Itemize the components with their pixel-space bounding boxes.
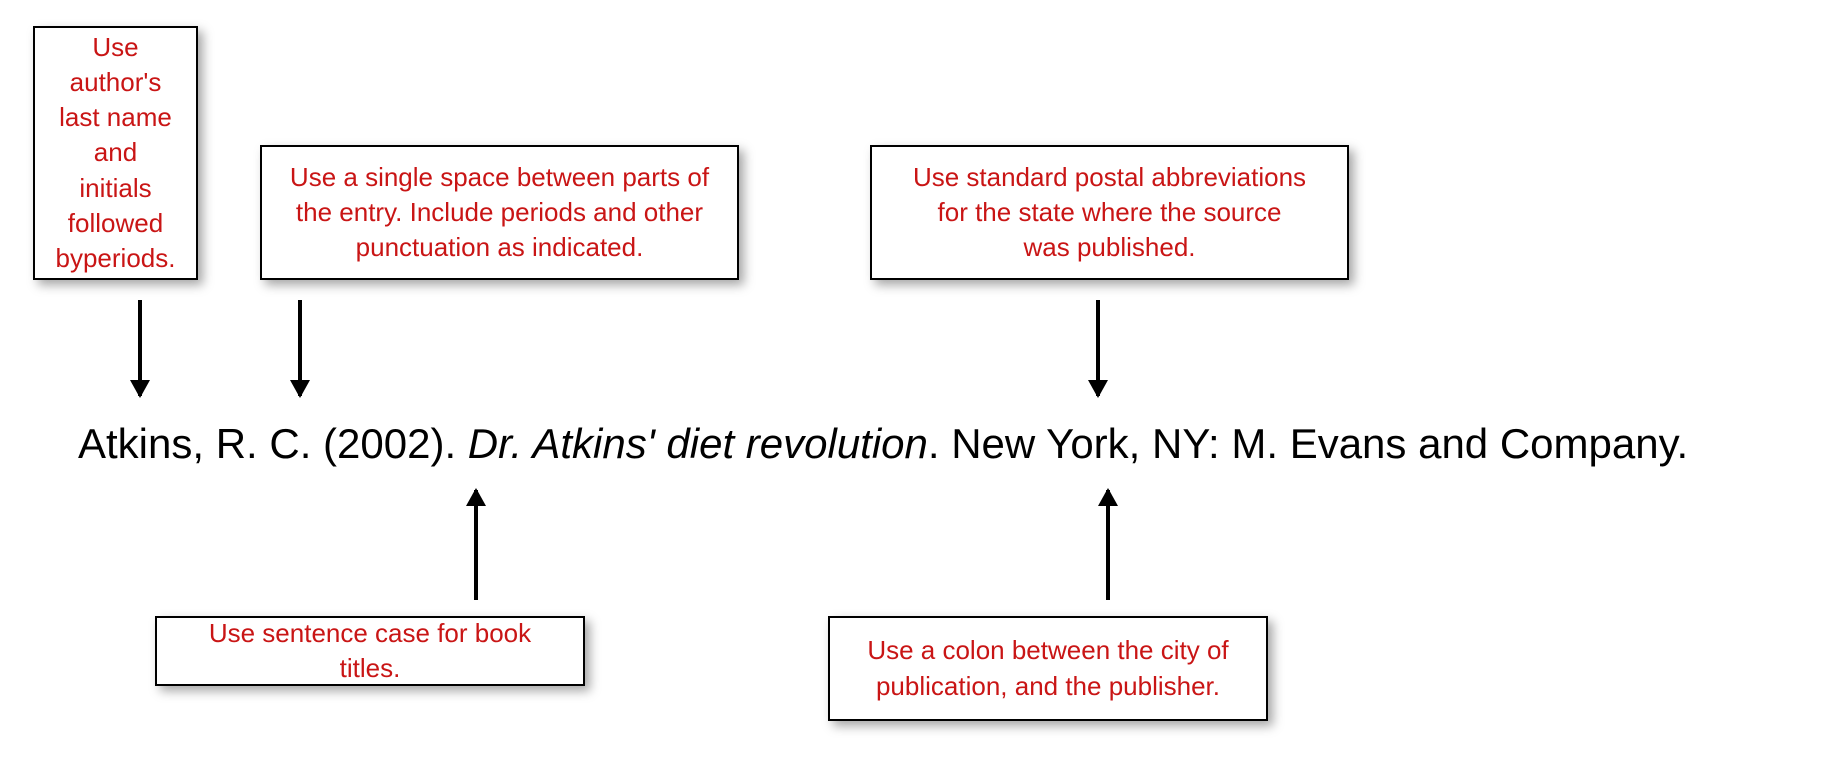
annotation-spacing: Use a single space between parts ofthe e…	[260, 145, 739, 280]
arrow-postal	[1083, 300, 1113, 398]
annotation-text: Use standard postal abbreviationsfor the…	[913, 160, 1306, 265]
citation-title: Dr. Atkins' diet revolution	[468, 420, 928, 467]
annotation-text: Use sentence case for book titles.	[177, 616, 563, 686]
annotation-text: Useauthor'slast nameand initialsfollowed…	[55, 30, 176, 276]
annotation-postal: Use standard postal abbreviationsfor the…	[870, 145, 1349, 280]
citation-rest: . New York, NY: M. Evans and Company.	[928, 420, 1688, 467]
citation-line: Atkins, R. C. (2002). Dr. Atkins' diet r…	[78, 420, 1688, 468]
annotation-text: Use a colon between the city ofpublicati…	[867, 633, 1228, 703]
annotation-sentence-case: Use sentence case for book titles.	[155, 616, 585, 686]
arrow-author	[125, 300, 155, 398]
annotation-colon: Use a colon between the city ofpublicati…	[828, 616, 1268, 721]
citation-author: Atkins, R. C. (2002).	[78, 420, 468, 467]
arrow-sentence-case	[461, 488, 491, 600]
arrow-colon	[1093, 488, 1123, 600]
annotation-text: Use a single space between parts ofthe e…	[290, 160, 709, 265]
arrow-spacing	[285, 300, 315, 398]
annotation-author-name: Useauthor'slast nameand initialsfollowed…	[33, 26, 198, 280]
